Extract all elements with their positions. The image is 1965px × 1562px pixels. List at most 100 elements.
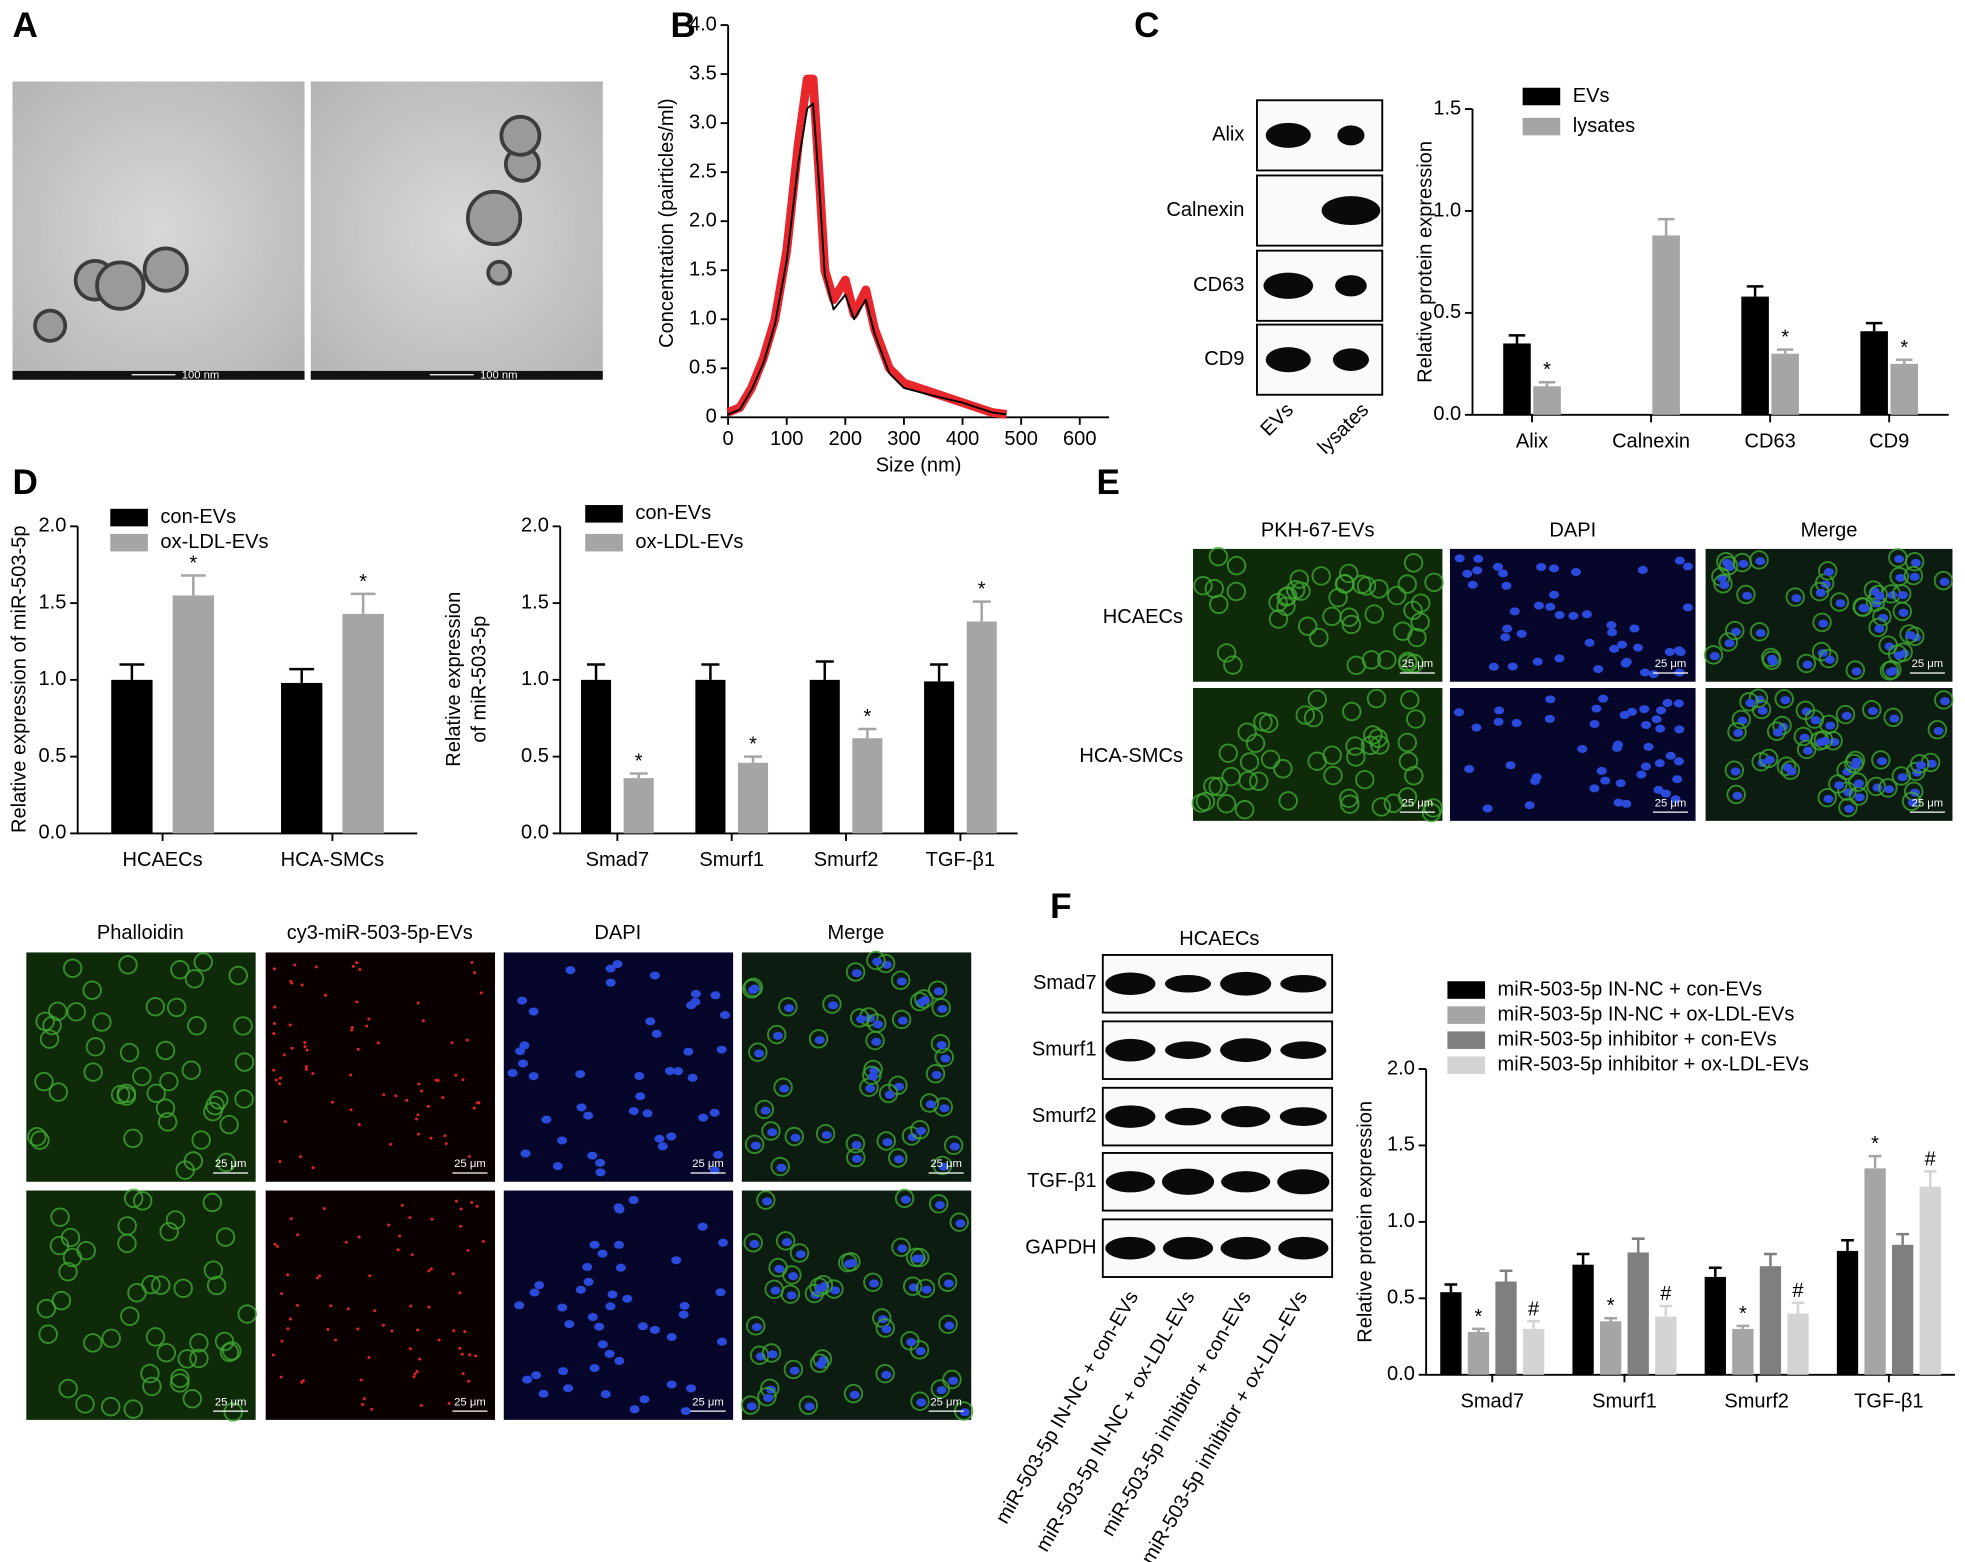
x-tick-label: Smad7: [1460, 1391, 1524, 1413]
cell-stain: [866, 950, 886, 971]
cell-stain: [1226, 581, 1247, 602]
scale-label: 25 μm: [1912, 658, 1944, 670]
cell-stain: [234, 1052, 255, 1072]
red-dot: [461, 1078, 465, 1082]
nucleus: [1581, 610, 1592, 619]
error-bar: [1791, 1301, 1805, 1314]
nucleus: [1939, 697, 1951, 706]
bar: [1495, 1281, 1517, 1375]
nucleus: [1549, 590, 1560, 599]
blot-band: [1221, 1105, 1271, 1128]
significance-marker: *: [1543, 359, 1551, 381]
cell-stain: [159, 1221, 179, 1242]
nucleus: [1745, 699, 1756, 708]
nucleus: [940, 1054, 951, 1063]
nucleus: [595, 1168, 606, 1177]
red-dot: [400, 1203, 404, 1207]
cell-stain: [1903, 565, 1924, 586]
nucleus: [628, 1107, 639, 1116]
cell-stain: [1383, 793, 1404, 814]
bar: [695, 679, 726, 834]
nucleus: [594, 1322, 605, 1331]
nucleus: [1598, 694, 1609, 703]
red-dot: [349, 1073, 353, 1077]
nucleus: [1815, 588, 1826, 597]
nucleus: [645, 1017, 656, 1026]
x-tick-label: 100: [770, 428, 803, 450]
cell-stain: [189, 1333, 209, 1353]
nucleus: [1655, 724, 1666, 733]
vesicle: [499, 114, 542, 157]
nucleus: [538, 1389, 549, 1398]
red-dot: [355, 961, 359, 965]
red-dot: [303, 1041, 307, 1045]
column-label: PKH-67-EVs: [1261, 520, 1375, 542]
nucleus: [1571, 568, 1582, 577]
red-dot: [408, 1347, 412, 1351]
column-label: Phalloidin: [97, 922, 184, 944]
cell-stain: [132, 1191, 153, 1211]
nucleus: [605, 964, 616, 973]
y-tick-label: 1.5: [1387, 1134, 1415, 1156]
nucleus: [517, 996, 528, 1005]
blot-band: [1265, 122, 1311, 148]
cell-stain: [1406, 709, 1426, 729]
red-dot: [367, 1356, 371, 1360]
error-bar: [1895, 358, 1913, 364]
nucleus: [1854, 779, 1865, 788]
nucleus: [789, 1366, 800, 1375]
significance-marker: *: [1900, 337, 1908, 359]
red-dot: [451, 1272, 455, 1276]
red-dot: [470, 960, 474, 964]
nucleus: [804, 1402, 815, 1411]
nucleus: [938, 1162, 949, 1171]
micrograph: [1449, 688, 1696, 821]
cell-stain: [159, 1071, 179, 1092]
nucleus: [1577, 744, 1588, 753]
error-bar: [930, 663, 949, 682]
cell-stain: [58, 1378, 78, 1399]
cell-stain: [1195, 791, 1216, 812]
column-label: cy3-miR-503-5p-EVs: [287, 922, 473, 944]
nucleus: [531, 1371, 542, 1380]
nucleus: [654, 1134, 665, 1143]
red-dot: [419, 1089, 423, 1093]
nucleus: [605, 1302, 616, 1311]
cell-stain: [841, 1252, 861, 1272]
nucleus: [1473, 554, 1484, 563]
nucleus: [697, 1222, 708, 1231]
nucleus: [709, 1166, 720, 1175]
cell-stain: [1844, 753, 1864, 774]
red-dot: [278, 1082, 282, 1086]
cell-stain: [206, 1275, 227, 1296]
cell-stain: [1891, 766, 1912, 786]
nucleus: [1607, 628, 1618, 637]
y-tick-label: 2.0: [1387, 1057, 1415, 1079]
nucleus: [642, 1109, 653, 1118]
legend-label: con-EVs: [160, 506, 236, 528]
nucleus: [709, 1108, 720, 1117]
nucleus: [1629, 624, 1640, 633]
legend-swatch: [1447, 1056, 1486, 1074]
nucleus: [1554, 654, 1565, 663]
nucleus: [1823, 794, 1834, 803]
error-bar: [1538, 380, 1556, 387]
scale-label: 25 μm: [215, 1396, 247, 1408]
error-bar: [701, 663, 720, 680]
nucleus: [760, 1106, 771, 1115]
nucleus: [1612, 740, 1623, 749]
red-dot: [296, 1233, 300, 1237]
nucleus: [955, 1219, 966, 1228]
cell-stain: [82, 980, 102, 1000]
nucleus: [597, 1340, 608, 1349]
nucleus: [884, 1090, 895, 1099]
cell-stain: [75, 1394, 95, 1414]
y-axis-label: Concentration (pairticles/ml): [656, 98, 678, 348]
nucleus: [1819, 737, 1830, 746]
panel-label: C: [1134, 6, 1159, 45]
bar: [966, 621, 997, 834]
y-tick-label: 1.0: [1387, 1210, 1415, 1232]
error-bar: [1499, 1269, 1513, 1282]
nucleus: [718, 1238, 729, 1247]
error-bar: [1604, 1316, 1618, 1322]
